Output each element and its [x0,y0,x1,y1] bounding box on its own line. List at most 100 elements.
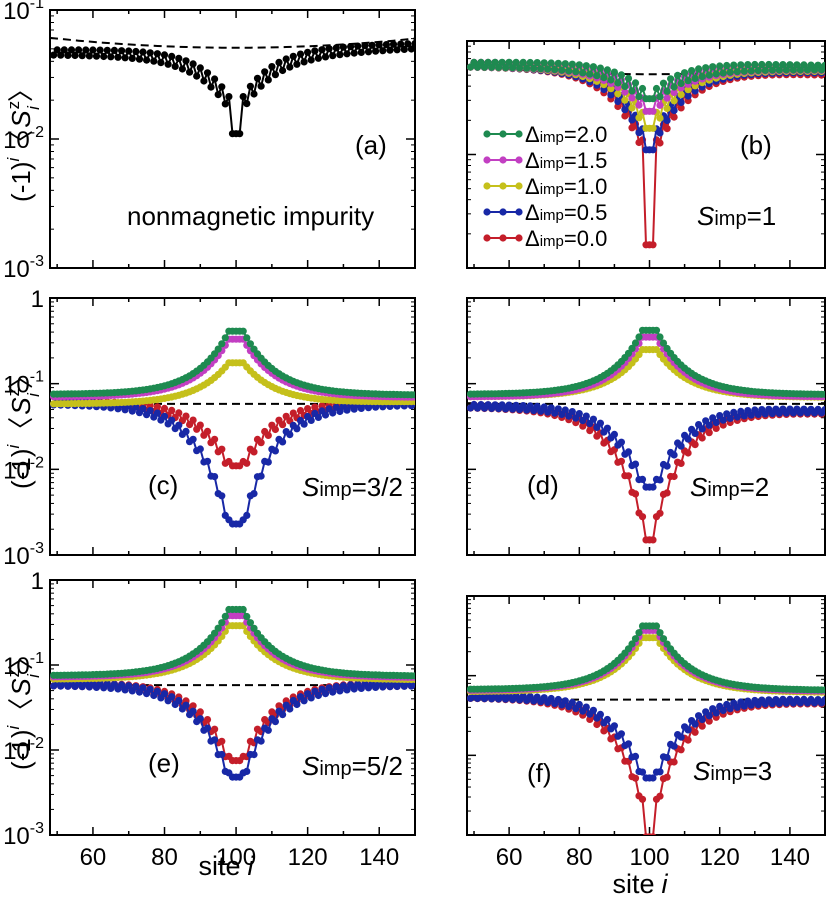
data-point [146,49,154,57]
data-point [526,58,534,67]
data-point [211,725,219,733]
data-point [289,52,297,60]
data-point [211,473,219,481]
legend-swatch-marker [483,234,491,242]
data-point [271,447,279,455]
data-point [203,716,212,724]
y-tick-label: 10-1 [3,650,44,680]
data-point [614,79,622,87]
data-point [300,697,308,705]
data-point [631,635,640,643]
data-point [314,691,322,700]
data-point [758,60,766,69]
data-point [663,773,671,781]
data-point [139,48,147,56]
data-point [723,61,731,70]
data-point [677,79,685,88]
data-point [631,79,640,87]
data-point [243,100,251,108]
data-point [617,457,626,465]
y-tick-label: 10-2 [3,735,44,765]
data-point [336,687,344,695]
data-point [663,94,671,102]
data-point [554,695,562,704]
data-point [540,403,548,411]
data-point [709,63,717,71]
data-point [203,457,212,465]
data-point [691,728,699,736]
data-point [638,84,647,93]
data-point [118,681,126,689]
data-point [160,690,169,698]
data-point [71,51,79,60]
data-point [649,483,657,491]
plot-area [467,622,825,835]
data-point [775,66,784,74]
data-point [691,87,699,95]
data-point [250,90,258,98]
x-tick-label: 80 [566,844,593,871]
data-point [779,61,787,69]
data-point [744,61,752,69]
panel-d: (d) Simp=2 [466,297,826,556]
data-point [218,619,226,627]
data-point [670,113,678,121]
y-tick-label: 10-2 [3,124,44,154]
data-point [649,124,657,132]
data-point [547,694,555,703]
data-point [347,43,355,51]
data-point [649,241,657,249]
legend-item: Δimp=2.0 [483,122,607,147]
data-point [635,93,643,101]
data-point [695,65,703,73]
data-point [691,720,699,728]
panel-label: (a) [355,130,387,160]
panel-annotation: nonmagnetic impurity [127,201,374,231]
data-point [533,59,541,67]
data-point [178,65,186,73]
data-point [544,65,552,73]
data-point [793,61,801,69]
panel-f: 60 80 100 120 140 (f) Simp=3 [466,595,826,871]
data-point [663,125,671,133]
data-point [670,472,678,481]
data-point [168,416,176,424]
data-point [603,66,612,74]
series-black [50,39,415,138]
data-point [182,427,190,435]
data-point [747,411,755,419]
panel-annotation: Simp=3 [693,756,772,786]
data-point [211,75,219,83]
data-point [508,64,517,72]
data-point [128,54,136,63]
data-point [182,57,190,65]
data-point [530,64,538,73]
data-point [652,84,661,93]
data-point [656,768,664,776]
data-point [733,68,741,76]
data-point [684,726,692,734]
data-point [554,59,562,67]
data-point [554,405,562,413]
data-point [582,62,590,70]
data-point [125,682,133,690]
data-point [250,490,258,498]
data-point [638,768,647,776]
data-point [257,472,265,480]
data-point [712,709,720,717]
legend-item: Δimp=0.0 [483,226,607,251]
data-point [386,46,394,54]
data-point [203,69,212,77]
data-point [659,339,668,347]
data-point [649,774,657,782]
data-point [307,694,315,702]
data-point [153,687,161,695]
legend-swatch-marker [499,208,507,216]
y-tick-label: 10-3 [3,253,44,283]
data-point [614,102,622,111]
data-point [82,46,90,54]
data-point [221,612,229,621]
data-point [182,412,190,420]
legend-swatch-marker [483,130,491,138]
